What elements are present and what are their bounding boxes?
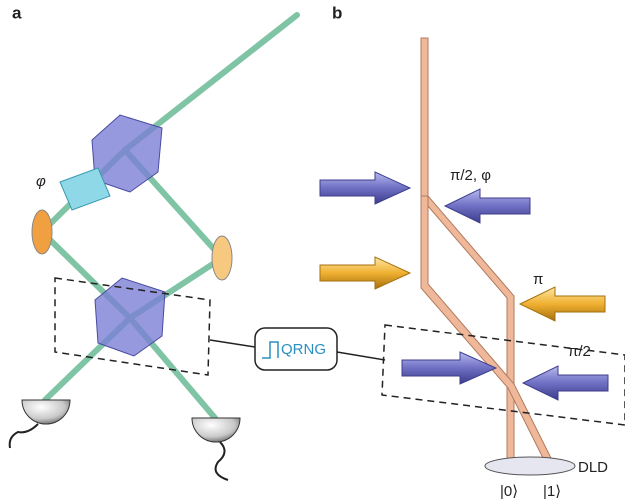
phase-label: φ (36, 173, 46, 190)
cable (216, 442, 228, 480)
pulse-label: π/2, φ (450, 167, 491, 184)
panel-label: b (332, 3, 342, 22)
output-label: |1⟩ (543, 483, 561, 500)
detector-disk (485, 457, 575, 475)
output-label: |0⟩ (500, 483, 518, 500)
pulse-arrow (523, 366, 608, 400)
detector (22, 400, 70, 424)
mirror (32, 210, 52, 254)
pulses (320, 172, 608, 400)
link (210, 340, 255, 347)
pulse-label: π (533, 271, 543, 288)
link (337, 352, 385, 360)
pulse-arrow (320, 172, 410, 204)
path (421, 196, 552, 460)
cable (10, 424, 38, 448)
beam-splitter (92, 115, 165, 356)
pulse-label: π/2 (568, 343, 591, 360)
path (421, 38, 514, 460)
mirror (212, 236, 232, 280)
pulse-arrow (320, 257, 410, 289)
detector (192, 418, 240, 442)
detector-label: DLD (578, 459, 608, 476)
pulse-arrow (520, 287, 605, 321)
pulse-arrow (445, 189, 530, 223)
atom-paths (421, 38, 552, 460)
panel-label: a (12, 3, 22, 22)
figure: a φ QRNG b π/2, φ π π/2 DLD |0⟩ |1⟩ (0, 0, 625, 501)
qrng-label: QRNG (281, 341, 326, 358)
